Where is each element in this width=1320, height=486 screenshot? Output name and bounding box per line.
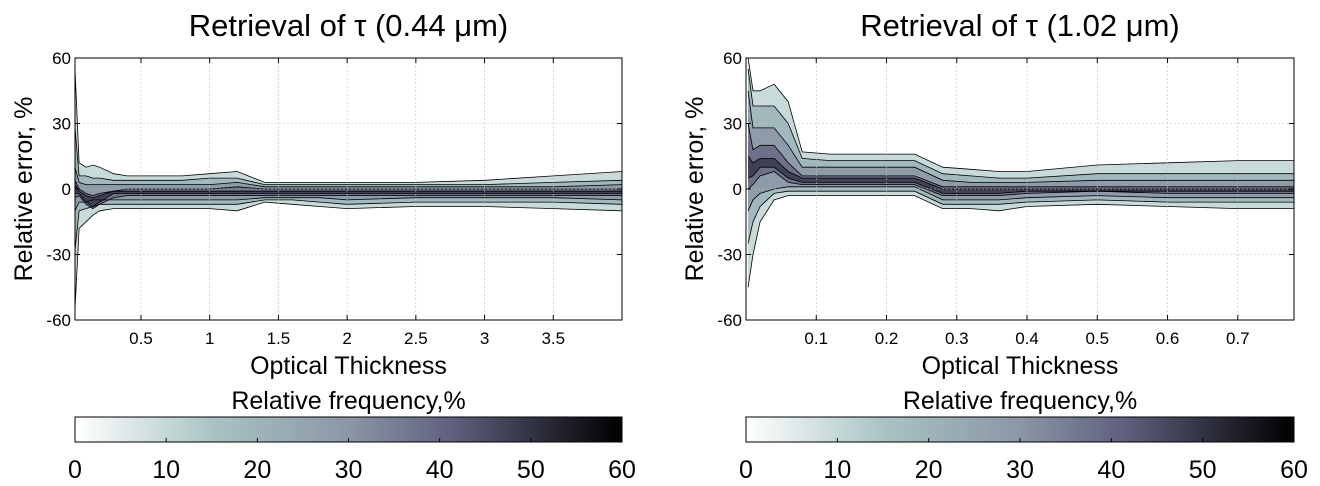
y-tick-label: -60: [46, 311, 71, 330]
colorbar-tick-label: 0: [739, 456, 753, 481]
x-tick-label: 0.1: [804, 329, 828, 348]
colorbar-tick-label: 60: [1280, 456, 1308, 481]
colorbar-tick-label: 20: [915, 456, 943, 481]
y-tick-label: -30: [717, 246, 742, 265]
y-tick-label: 0: [62, 180, 71, 199]
colorbar-label: Relative frequency,%: [231, 387, 465, 415]
colorbar-tick-label: 0: [68, 456, 82, 481]
x-tick-label: 0.3: [945, 329, 969, 348]
x-axis-label: Optical Thickness: [250, 352, 447, 380]
x-tick-label: 0.2: [875, 329, 899, 348]
colorbar-tick-label: 30: [335, 456, 363, 481]
chart-title: Retrieval of τ (0.44 μm): [189, 8, 509, 43]
colorbar-tick-label: 40: [426, 456, 454, 481]
y-axis-label: Relative error, %: [10, 97, 38, 282]
chart-title: Retrieval of τ (1.02 μm): [860, 8, 1180, 43]
colorbar-tick-label: 10: [823, 456, 851, 481]
colorbar-tick-label: 40: [1097, 456, 1125, 481]
y-tick-label: 60: [723, 49, 742, 68]
x-tick-label: 3.5: [541, 329, 565, 348]
contour-band-50: [748, 156, 1294, 194]
chart-panel-2: Retrieval of τ (1.02 μm) 0.1 0.2 0.3 0.4 0.5 0…: [681, 8, 1308, 484]
colorbar-tick-label: 20: [243, 456, 271, 481]
y-tick-label: 0: [733, 180, 742, 199]
contour-band-20: [748, 68, 1294, 244]
x-axis-label: Optical Thickness: [922, 352, 1119, 380]
y-tick-label: 30: [723, 115, 742, 134]
contour-layer: [747, 58, 1294, 288]
colorbar-tick-label: 10: [152, 456, 180, 481]
contour-line-lower-20: [747, 190, 1294, 244]
chart-panel-1: Retrieval of τ (0.44 μm) 0.5 1 1.5 2 2.5 3 3.5 6…: [10, 8, 636, 484]
colorbar-tick-label: 50: [1189, 456, 1217, 481]
contour-line-lower-30: [747, 186, 1294, 211]
contour-line-lower-10: [747, 195, 1294, 288]
y-tick-label: -60: [717, 311, 742, 330]
colorbar: [745, 416, 1295, 443]
y-tick-label: 60: [52, 49, 71, 68]
x-tick-label: 0.7: [1226, 329, 1250, 348]
x-tick-label: 2: [342, 329, 351, 348]
y-tick-label: 30: [52, 115, 71, 134]
contour-line-upper-20: [747, 68, 1294, 179]
y-axis-label: Relative error, %: [681, 97, 709, 282]
contour-line-lower-50: [747, 166, 1294, 194]
colorbar-tick-label: 30: [1006, 456, 1034, 481]
contour-band-40: [748, 123, 1294, 196]
x-tick-label: 0.5: [1085, 329, 1109, 348]
contour-line-upper-10: [747, 58, 1294, 172]
x-tick-label: 2.5: [404, 329, 428, 348]
contour-line-upper-30: [747, 90, 1294, 183]
y-tick-label: -30: [46, 246, 71, 265]
colorbar-label: Relative frequency,%: [903, 387, 1137, 415]
contour-band-40: [75, 180, 622, 209]
contour-line-lower-50: [75, 193, 622, 207]
contour-band-10: [748, 58, 1294, 288]
x-tick-label: 0.4: [1015, 329, 1039, 348]
contour-line-upper-40: [747, 123, 1294, 188]
x-tick-label: 0.6: [1156, 329, 1180, 348]
colorbar-tick-label: 60: [608, 456, 636, 481]
x-tick-label: 0.5: [129, 329, 153, 348]
x-tick-label: 1.5: [267, 329, 291, 348]
colorbar-tick-label: 50: [517, 456, 545, 481]
x-tick-label: 3: [480, 329, 489, 348]
contour-line-upper-50: [747, 156, 1294, 190]
x-tick-label: 1: [205, 329, 214, 348]
